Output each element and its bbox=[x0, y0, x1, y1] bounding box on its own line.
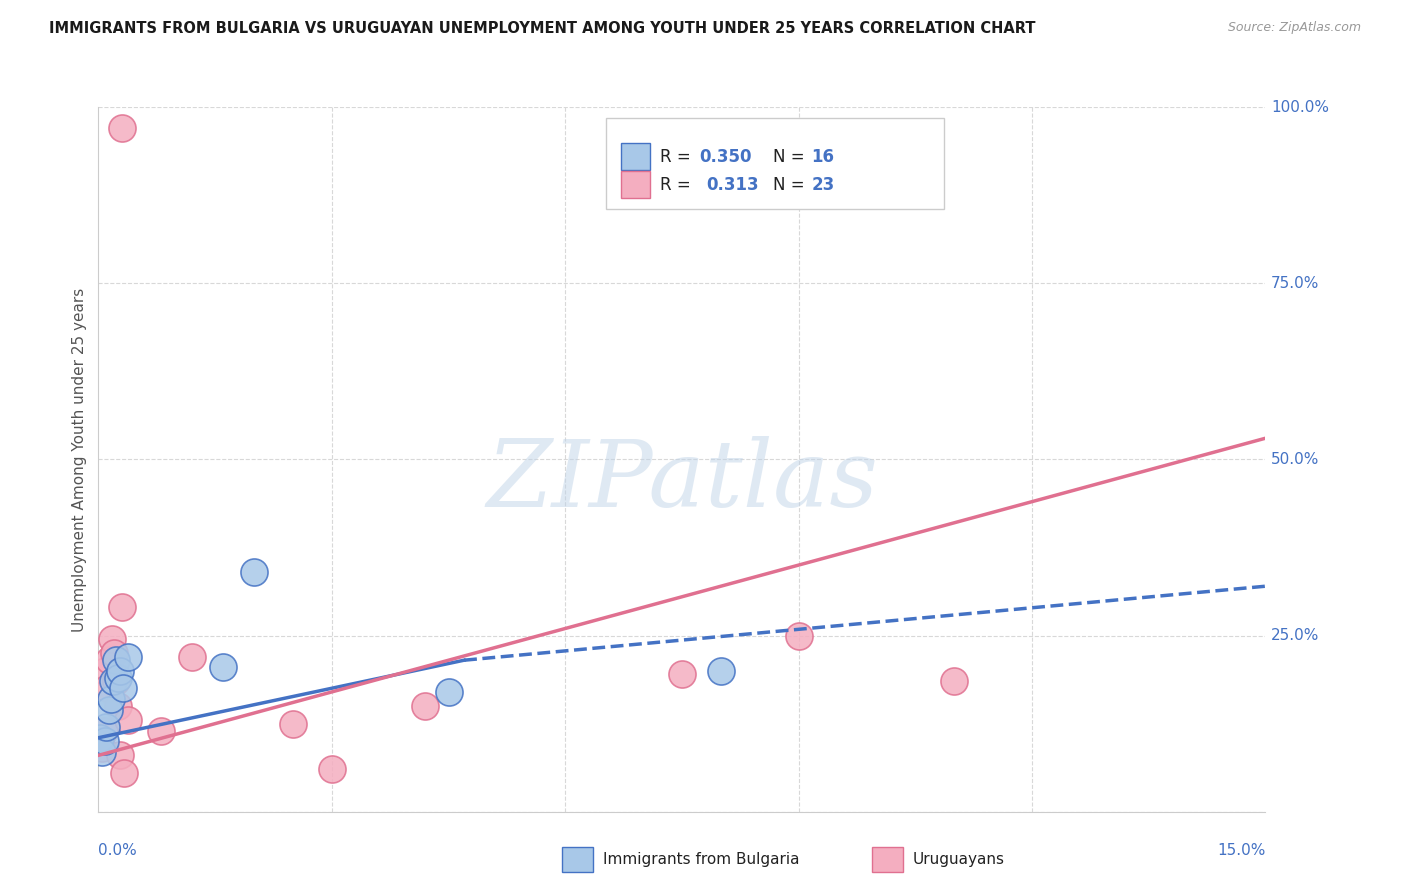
Point bbox=[212, 660, 235, 674]
Point bbox=[117, 713, 139, 727]
Text: R =: R = bbox=[659, 176, 702, 194]
Text: 75.0%: 75.0% bbox=[1271, 276, 1320, 291]
Point bbox=[98, 653, 121, 667]
Text: 0.313: 0.313 bbox=[706, 176, 759, 194]
Text: 23: 23 bbox=[811, 176, 835, 194]
Point bbox=[111, 121, 134, 136]
Point bbox=[107, 671, 129, 685]
Point bbox=[117, 649, 139, 664]
Text: Uruguayans: Uruguayans bbox=[912, 853, 1004, 867]
Point bbox=[100, 632, 122, 646]
Text: 0.0%: 0.0% bbox=[98, 844, 138, 858]
Text: Source: ZipAtlas.com: Source: ZipAtlas.com bbox=[1227, 21, 1361, 34]
FancyBboxPatch shape bbox=[621, 171, 651, 198]
Text: 100.0%: 100.0% bbox=[1271, 100, 1329, 114]
Point bbox=[103, 674, 125, 689]
Text: N =: N = bbox=[773, 176, 810, 194]
Text: 0.350: 0.350 bbox=[699, 148, 752, 166]
Text: R =: R = bbox=[659, 148, 696, 166]
Point bbox=[96, 720, 118, 734]
Point bbox=[89, 734, 111, 748]
Point bbox=[97, 702, 120, 716]
Point bbox=[321, 763, 343, 777]
Point bbox=[111, 600, 134, 615]
Point bbox=[787, 628, 810, 642]
Text: ZIPatlas: ZIPatlas bbox=[486, 435, 877, 525]
Point bbox=[108, 748, 131, 763]
Point bbox=[96, 681, 118, 696]
Point bbox=[180, 649, 202, 664]
FancyBboxPatch shape bbox=[621, 144, 651, 170]
Text: N =: N = bbox=[773, 148, 810, 166]
Point bbox=[93, 723, 115, 738]
Point bbox=[149, 723, 172, 738]
Point bbox=[710, 664, 733, 678]
Text: 16: 16 bbox=[811, 148, 834, 166]
Point bbox=[104, 653, 127, 667]
Point bbox=[105, 674, 128, 689]
Text: IMMIGRANTS FROM BULGARIA VS URUGUAYAN UNEMPLOYMENT AMONG YOUTH UNDER 25 YEARS CO: IMMIGRANTS FROM BULGARIA VS URUGUAYAN UN… bbox=[49, 21, 1036, 36]
Point bbox=[103, 646, 125, 660]
Point bbox=[94, 664, 117, 678]
Point bbox=[89, 731, 111, 745]
Text: 50.0%: 50.0% bbox=[1271, 452, 1320, 467]
Text: 25.0%: 25.0% bbox=[1271, 628, 1320, 643]
Point bbox=[437, 685, 460, 699]
Y-axis label: Unemployment Among Youth under 25 years: Unemployment Among Youth under 25 years bbox=[72, 287, 87, 632]
Point bbox=[100, 692, 122, 706]
Point bbox=[91, 745, 114, 759]
Point bbox=[107, 699, 129, 714]
Text: Immigrants from Bulgaria: Immigrants from Bulgaria bbox=[603, 853, 800, 867]
Point bbox=[243, 565, 266, 579]
Point bbox=[112, 766, 135, 780]
Point bbox=[108, 664, 131, 678]
FancyBboxPatch shape bbox=[606, 118, 945, 210]
Point bbox=[90, 741, 112, 756]
Point bbox=[413, 699, 436, 714]
Point bbox=[112, 681, 135, 696]
Point bbox=[671, 667, 693, 681]
Point bbox=[281, 716, 304, 731]
Point bbox=[93, 734, 115, 748]
Text: 15.0%: 15.0% bbox=[1218, 844, 1265, 858]
Point bbox=[943, 674, 966, 689]
